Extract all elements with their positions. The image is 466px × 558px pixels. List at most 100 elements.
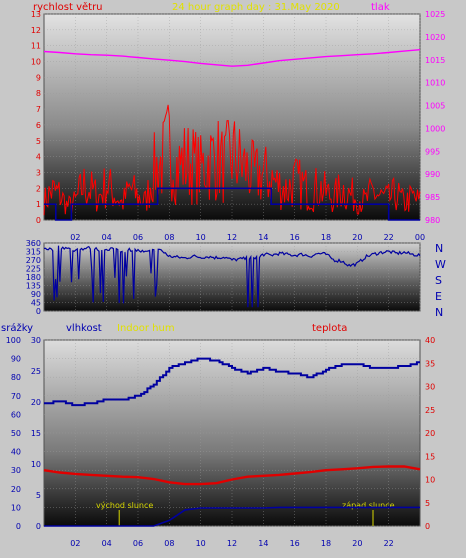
- humidity-tick-label: 10: [11, 503, 21, 512]
- wind-tick-label: 7: [36, 105, 41, 114]
- direction-tick-label: 45: [31, 299, 41, 308]
- x-tick-label: 22: [384, 539, 394, 548]
- wind-gust-series-line: [43, 104, 421, 216]
- x-tick-label: 00: [415, 233, 425, 242]
- temperature-tick-label: 30: [425, 383, 435, 392]
- temperature-tick-label: 10: [425, 476, 435, 485]
- compass-label: E: [435, 290, 442, 303]
- direction-tick-label: 90: [31, 290, 41, 299]
- humidity-tick-label: 70: [11, 392, 21, 401]
- direction-tick-label: 270: [26, 256, 41, 265]
- pressure-tick-label: 995: [425, 147, 440, 156]
- pressure-tick-label: 990: [425, 170, 440, 179]
- x-tick-label: 02: [70, 539, 80, 548]
- pressure-tick-label: 1015: [425, 56, 445, 65]
- wind-tick-label: 13: [31, 10, 41, 19]
- wind-tick-label: 10: [31, 58, 41, 67]
- pressure-tick-label: 985: [425, 193, 440, 202]
- humidity-tick-label: 50: [11, 429, 21, 438]
- x-tick-label: 12: [227, 539, 237, 548]
- x-tick-label: 06: [133, 233, 143, 242]
- direction-tick-label: 0: [36, 307, 41, 316]
- wind-tick-label: 5: [36, 137, 41, 146]
- rain-series-line: [44, 506, 420, 527]
- direction-tick-label: 360: [26, 239, 41, 248]
- wind-tick-label: 12: [31, 26, 41, 35]
- humidity-series-line: [44, 357, 420, 407]
- wind-pressure-chart: 0123456789101112139809859909951000100510…: [31, 10, 446, 242]
- direction-tick-label: 225: [26, 265, 41, 274]
- temperature-tick-label: 40: [425, 336, 435, 345]
- x-tick-label: 18: [321, 539, 331, 548]
- pressure-series-line: [43, 49, 421, 67]
- wind-tick-label: 11: [31, 42, 41, 51]
- x-tick-label: 08: [164, 233, 174, 242]
- temperature-axis-title: teplota: [312, 323, 347, 334]
- x-tick-label: 02: [70, 233, 80, 242]
- compass-label: N: [435, 242, 443, 255]
- sunrise-label: východ slunce: [96, 501, 153, 510]
- x-tick-label: 14: [258, 539, 268, 548]
- direction-tick-label: 180: [26, 273, 41, 282]
- humidity-tick-label: 80: [11, 373, 21, 382]
- x-tick-label: 06: [133, 539, 143, 548]
- temperature-tick-label: 35: [425, 359, 435, 368]
- x-tick-label: 18: [321, 233, 331, 242]
- wind-average-series-line: [44, 187, 420, 221]
- pressure-tick-label: 1005: [425, 102, 445, 111]
- pressure-tick-label: 980: [425, 216, 440, 225]
- x-tick-label: 22: [384, 233, 394, 242]
- x-tick-label: 14: [258, 233, 268, 242]
- x-tick-label: 16: [290, 233, 300, 242]
- wind-tick-label: 1: [36, 200, 41, 209]
- rain-axis-title: srážky: [1, 322, 33, 334]
- x-tick-label: 04: [102, 233, 112, 242]
- pressure-tick-label: 1025: [425, 10, 445, 19]
- direction-series-line: [43, 245, 421, 308]
- wind-tick-label: 2: [36, 184, 41, 193]
- graph-title: 24 hour graph day : 31.May 2020: [172, 2, 340, 13]
- x-tick-label: 10: [196, 233, 206, 242]
- rain-tick-label: 0: [36, 522, 41, 531]
- x-tick-label: 08: [164, 539, 174, 548]
- x-tick-label: 12: [227, 233, 237, 242]
- temperature-tick-label: 25: [425, 406, 435, 415]
- pressure-axis-title: tlak: [371, 2, 390, 13]
- humidity-tick-label: 20: [11, 485, 21, 494]
- humidity-axis-title: vlhkost: [66, 323, 102, 334]
- indoor-hum-label: Indoor hum: [117, 323, 175, 334]
- rain-tick-label: 25: [31, 367, 41, 376]
- compass-label: N: [435, 306, 443, 319]
- temperature-tick-label: 20: [425, 429, 435, 438]
- rain-tick-label: 10: [31, 460, 41, 469]
- humidity-tick-label: 100: [6, 336, 21, 345]
- rain-tick-label: 15: [31, 429, 41, 438]
- x-tick-label: 16: [290, 539, 300, 548]
- wind-tick-label: 4: [36, 153, 41, 162]
- wind-tick-label: 6: [36, 121, 41, 130]
- humidity-tick-label: 0: [16, 522, 21, 531]
- x-tick-label: 04: [102, 539, 112, 548]
- temperature-tick-label: 15: [425, 452, 435, 461]
- humidity-tick-label: 90: [11, 355, 21, 364]
- pressure-tick-label: 1020: [425, 33, 445, 42]
- compass-label: W: [435, 258, 446, 271]
- climate-chart: 0 10 20 30 40 50 60 70 80 90 100 0 5 10 15 20 25 30 0 5 10 15…: [6, 336, 435, 548]
- rain-tick-label: 5: [36, 491, 41, 500]
- pressure-tick-label: 1010: [425, 79, 445, 88]
- rain-tick-label: 30: [31, 336, 41, 345]
- humidity-tick-label: 60: [11, 410, 21, 419]
- temperature-series-line: [43, 465, 421, 486]
- wind-tick-label: 3: [36, 168, 41, 177]
- x-tick-label: 20: [352, 233, 362, 242]
- sunset-label: západ slunce: [342, 501, 395, 510]
- wind-tick-label: 9: [36, 73, 41, 82]
- wind-tick-label: 0: [36, 216, 41, 225]
- humidity-tick-label: 40: [11, 448, 21, 457]
- x-tick-label: 20: [352, 539, 362, 548]
- rain-tick-label: 20: [31, 398, 41, 407]
- wind-axis-title: rychlost větru: [33, 1, 103, 13]
